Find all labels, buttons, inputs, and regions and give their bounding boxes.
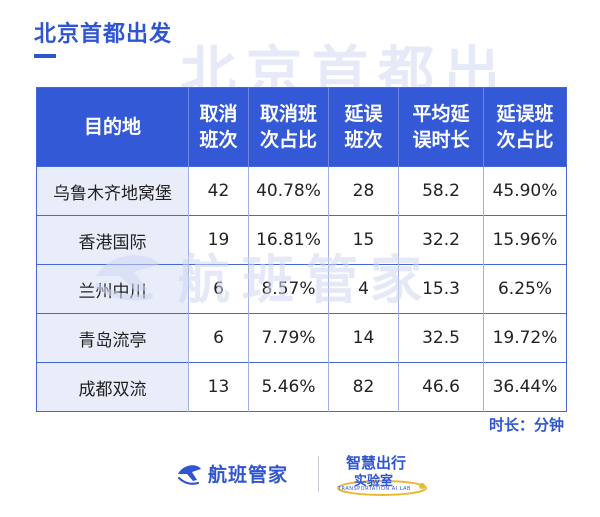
table-row: 香港国际 19 16.81% 15 32.2 15.96%: [36, 215, 567, 265]
cell-delayed-ratio: 36.44%: [483, 362, 567, 412]
table-row: 青岛流亭 6 7.79% 14 32.5 19.72%: [36, 313, 567, 363]
brand-name: 航班管家: [208, 464, 289, 486]
unit-note: 时长：分钟: [488, 416, 564, 434]
table-row: 乌鲁木齐地窝堡 42 40.78% 28 58.2 45.90%: [36, 166, 567, 216]
cell-average-delay: 32.5: [398, 313, 484, 363]
table-row: 兰州中川 6 8.57% 4 15.3 6.25%: [36, 264, 567, 314]
header-cancelled-ratio: 取消班 次占比: [248, 87, 329, 167]
cell-delayed-flights: 14: [328, 313, 399, 363]
lab-english-name: TRANSPORTATION AI LAB: [338, 486, 411, 492]
cell-average-delay: 46.6: [398, 362, 484, 412]
header-delayed-flights: 延误 班次: [328, 87, 399, 167]
cell-destination: 成都双流: [36, 362, 189, 412]
table-header-row: 目的地 取消 班次 取消班 次占比 延误 班次 平均延 误时长 延误班 次占比: [36, 87, 567, 167]
cell-delayed-ratio: 45.90%: [483, 166, 567, 216]
cell-cancelled-ratio: 16.81%: [248, 215, 329, 265]
lab-subtitle: 实验室: [354, 474, 394, 489]
header-delayed-ratio: 延误班 次占比: [483, 87, 567, 167]
cell-cancelled-flights: 6: [188, 313, 249, 363]
cell-delayed-flights: 82: [328, 362, 399, 412]
cell-destination: 兰州中川: [36, 264, 189, 314]
cell-cancelled-ratio: 40.78%: [248, 166, 329, 216]
lab-title: 智慧出行: [346, 454, 407, 472]
cell-cancelled-ratio: 7.79%: [248, 313, 329, 363]
orbit-ring-icon: [337, 480, 427, 496]
cell-average-delay: 32.2: [398, 215, 484, 265]
cell-delayed-flights: 15: [328, 215, 399, 265]
cell-cancelled-ratio: 8.57%: [248, 264, 329, 314]
header-cancelled-flights: 取消 班次: [188, 87, 249, 167]
cell-cancelled-ratio: 5.46%: [248, 362, 329, 412]
cell-destination: 乌鲁木齐地窝堡: [36, 166, 189, 216]
footer-divider: [318, 456, 319, 492]
brand-logo-group: 航班管家: [176, 460, 288, 487]
title-underline: [34, 54, 56, 58]
table-row: 成都双流 13 5.46% 82 46.6 36.44%: [36, 362, 567, 412]
cell-delayed-ratio: 15.96%: [483, 215, 567, 265]
cell-cancelled-flights: 19: [188, 215, 249, 265]
footer: 航班管家 智慧出行 实验室 TRANSPORTATION AI LAB: [0, 450, 600, 500]
cell-average-delay: 15.3: [398, 264, 484, 314]
cell-cancelled-flights: 42: [188, 166, 249, 216]
lab-logo: 智慧出行 实验室 TRANSPORTATION AI LAB: [334, 452, 430, 498]
page-title: 北京首都出发: [34, 22, 173, 47]
plane-logo-icon: [177, 464, 201, 485]
cell-cancelled-flights: 13: [188, 362, 249, 412]
cell-average-delay: 58.2: [398, 166, 484, 216]
header-destination: 目的地: [36, 87, 189, 167]
cell-delayed-flights: 28: [328, 166, 399, 216]
cell-delayed-flights: 4: [328, 264, 399, 314]
cell-destination: 香港国际: [36, 215, 189, 265]
flight-stats-table-container: 目的地 取消 班次 取消班 次占比 延误 班次 平均延 误时长 延误班 次占比 乌鲁木齐地…: [36, 87, 567, 412]
cell-cancelled-flights: 6: [188, 264, 249, 314]
cell-delayed-ratio: 19.72%: [483, 313, 567, 363]
header-average-delay: 平均延 误时长: [398, 87, 484, 167]
flight-stats-table: 目的地 取消 班次 取消班 次占比 延误 班次 平均延 误时长 延误班 次占比 乌鲁木齐地…: [36, 87, 567, 412]
cell-delayed-ratio: 6.25%: [483, 264, 567, 314]
cell-destination: 青岛流亭: [36, 313, 189, 363]
